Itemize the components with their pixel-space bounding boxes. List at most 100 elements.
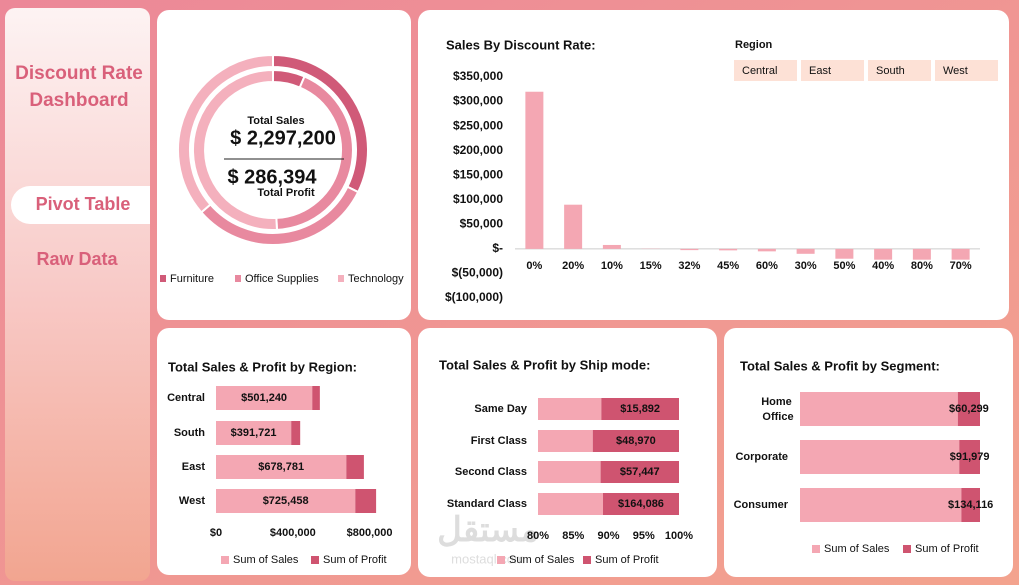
slicer-item[interactable]: South (876, 65, 905, 77)
kpi-value: $ 2,297,200 (230, 127, 336, 149)
legend-swatch (583, 556, 591, 564)
category-label: West (179, 495, 205, 507)
value-label: $725,458 (263, 495, 309, 507)
bar-segment (312, 386, 320, 410)
x-tick-label: 45% (717, 260, 739, 272)
y-tick-label: $100,000 (453, 192, 503, 206)
legend-label: Sum of Profit (323, 554, 387, 566)
bar (525, 91, 544, 249)
bar (564, 204, 583, 249)
x-tick-label: $400,000 (270, 527, 316, 539)
x-tick-label: 60% (756, 260, 778, 272)
x-tick-label: 32% (678, 260, 700, 272)
legend-swatch (812, 545, 820, 553)
x-tick-label: 100% (665, 530, 693, 542)
bar-segment (601, 398, 679, 420)
bar-segment (800, 488, 962, 522)
x-tick-label: 0% (526, 260, 542, 272)
bar (951, 248, 970, 260)
x-tick-label: $0 (210, 527, 222, 539)
bar-segment (600, 461, 679, 483)
slicer-item[interactable]: West (943, 65, 968, 77)
bar-segment (355, 489, 377, 513)
legend-swatch (160, 275, 166, 282)
bar (719, 248, 738, 251)
watermark: mostaql.com (451, 551, 525, 566)
tab[interactable]: Raw Data (36, 249, 118, 269)
y-tick-label: $200,000 (453, 143, 503, 157)
x-tick-label: 85% (562, 530, 584, 542)
value-label: $501,240 (241, 392, 287, 404)
bar-segment (538, 430, 593, 452)
legend-swatch (311, 556, 319, 564)
category-label: South (174, 427, 205, 439)
y-tick-label: $250,000 (453, 118, 503, 132)
value-label: $134,116 (948, 499, 993, 511)
watermark: مستقل (437, 511, 539, 549)
bar (680, 248, 699, 251)
bar-segment (346, 455, 364, 479)
value-label: $15,892 (620, 403, 660, 415)
bar-segment (216, 489, 356, 513)
x-tick-label: $800,000 (347, 527, 393, 539)
kpi-label: Total Sales (247, 115, 304, 127)
chart-title: Sales By Discount Rate: (446, 37, 596, 52)
chart-title: Total Sales & Profit by Region: (168, 359, 357, 374)
tab[interactable]: Pivot Table (36, 194, 131, 214)
bar-segment (538, 461, 601, 483)
chart-title: Total Sales & Profit by Ship mode: (439, 357, 650, 372)
category-label: Home Office (761, 396, 795, 423)
legend-swatch (235, 275, 241, 282)
legend-swatch (338, 275, 344, 282)
donut-segment (177, 53, 274, 214)
legend-label: Office Supplies (245, 273, 319, 285)
bar-segment (216, 421, 292, 445)
bar (757, 248, 776, 252)
category-label: First Class (471, 435, 527, 447)
x-tick-label: 70% (950, 260, 972, 272)
x-tick-label: 20% (562, 260, 584, 272)
value-label: $391,721 (231, 427, 277, 439)
slicer-button[interactable] (868, 60, 931, 81)
bar (835, 248, 854, 259)
legend-swatch (497, 556, 505, 564)
slicer-item[interactable]: Central (742, 65, 777, 77)
bar-segment (957, 392, 980, 426)
x-tick-label: 80% (527, 530, 549, 542)
category-label: Standard Class (447, 498, 527, 510)
category-label: Second Class (455, 466, 527, 478)
kpi-value: $ 286,394 (228, 166, 318, 188)
slicer-button[interactable] (801, 60, 864, 81)
category-label: Same Day (474, 403, 527, 415)
x-tick-label: 95% (633, 530, 655, 542)
value-label: $678,781 (258, 461, 304, 473)
bar-segment (538, 398, 602, 420)
y-tick-label: $350,000 (453, 69, 503, 83)
slicer-button[interactable] (935, 60, 998, 81)
legend-label: Technology (348, 273, 404, 285)
bar (796, 248, 815, 254)
y-tick-label: $150,000 (453, 167, 503, 181)
bar-segment (961, 488, 980, 522)
sidebar-title: Dashboard (29, 90, 128, 111)
bar-segment (216, 386, 313, 410)
value-label: $91,979 (950, 451, 990, 463)
category-label: East (182, 461, 206, 473)
x-tick-label: 50% (833, 260, 855, 272)
x-tick-label: 40% (872, 260, 894, 272)
bar-segment (291, 421, 301, 445)
legend-swatch (903, 545, 911, 553)
category-label: Consumer (734, 499, 789, 511)
bar-segment (603, 493, 679, 515)
bar-segment (592, 430, 679, 452)
bar (602, 244, 621, 249)
tab-active (11, 186, 150, 224)
slicer-button[interactable] (734, 60, 797, 81)
panel (418, 10, 1009, 320)
legend-swatch (221, 556, 229, 564)
y-tick-label: $50,000 (460, 217, 504, 231)
legend-label: Sum of Profit (595, 554, 659, 566)
slicer-item[interactable]: East (809, 65, 831, 77)
category-label: Central (167, 392, 205, 404)
